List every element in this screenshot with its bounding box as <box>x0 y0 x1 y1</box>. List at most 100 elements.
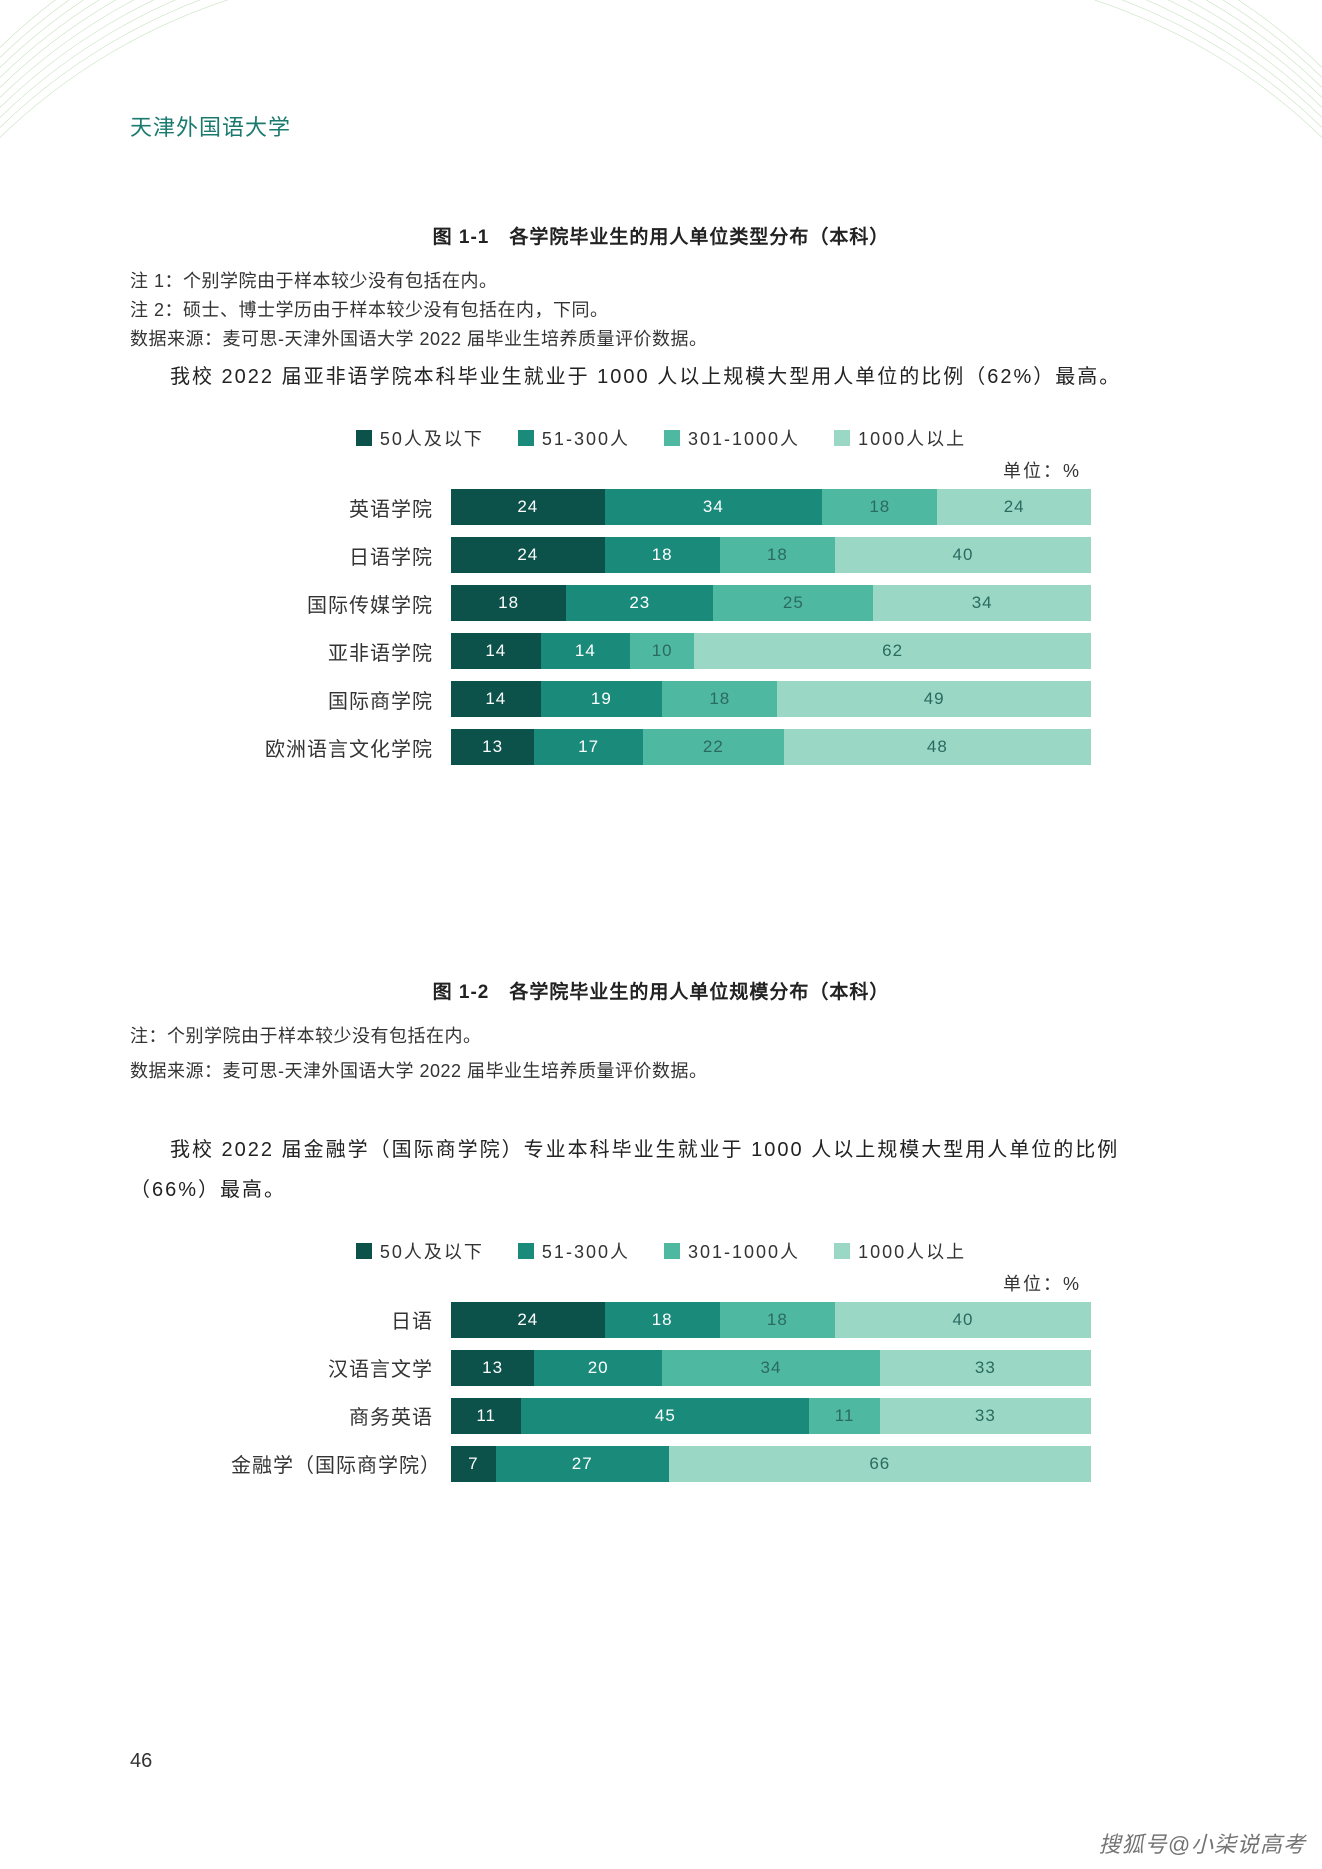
bar-segment: 18 <box>822 489 937 525</box>
bar-segment: 66 <box>669 1446 1091 1482</box>
bar-segment: 19 <box>541 681 663 717</box>
bar-category-label: 国际商学院 <box>231 685 451 714</box>
note-1-1-c: 数据来源：麦可思-天津外国语大学 2022 届毕业生培养质量评价数据。 <box>130 325 1192 354</box>
bar-row: 国际传媒学院18232534 <box>231 585 1091 621</box>
bar-category-label: 英语学院 <box>231 493 451 522</box>
bar-row: 英语学院24341824 <box>231 489 1091 525</box>
bar-track: 24181840 <box>451 1302 1091 1338</box>
bar-row: 金融学（国际商学院）72766 <box>231 1446 1091 1482</box>
bar-track: 24181840 <box>451 537 1091 573</box>
bar-row: 商务英语11451133 <box>231 1398 1091 1434</box>
legend-swatch <box>518 430 534 446</box>
legend-item: 1000人以上 <box>834 1238 966 1264</box>
note-1-2-b: 数据来源：麦可思-天津外国语大学 2022 届毕业生培养质量评价数据。 <box>130 1057 1192 1086</box>
bar-category-label: 金融学（国际商学院） <box>231 1449 451 1478</box>
bar-segment: 45 <box>521 1398 809 1434</box>
bar-segment: 14 <box>451 681 541 717</box>
bar-segment: 34 <box>873 585 1091 621</box>
bar-category-label: 欧洲语言文化学院 <box>231 733 451 762</box>
bar-segment: 25 <box>713 585 873 621</box>
bar-segment: 17 <box>534 729 643 765</box>
unit-label: 单位：% <box>231 1270 1091 1296</box>
legend-swatch <box>356 430 372 446</box>
bar-track: 14141062 <box>451 633 1091 669</box>
bar-segment: 14 <box>541 633 631 669</box>
document-page: 天津外国语大学 图 1-1 各学院毕业生的用人单位类型分布（本科） 注 1：个别… <box>0 0 1322 1869</box>
bar-segment: 22 <box>643 729 784 765</box>
legend-item: 51-300人 <box>518 425 630 451</box>
bar-segment: 7 <box>451 1446 496 1482</box>
bar-segment: 24 <box>451 1302 605 1338</box>
bar-segment: 49 <box>777 681 1091 717</box>
legend-label: 301-1000人 <box>688 1238 800 1264</box>
legend-label: 1000人以上 <box>858 1238 966 1264</box>
legend-swatch <box>834 1243 850 1259</box>
watermark: 搜狐号@小柒说高考 <box>1099 1827 1306 1859</box>
bar-segment: 18 <box>451 585 566 621</box>
bar-row: 日语24181840 <box>231 1302 1091 1338</box>
bar-segment: 18 <box>720 537 835 573</box>
legend-swatch <box>664 1243 680 1259</box>
note-1-1-b: 注 2：硕士、博士学历由于样本较少没有包括在内，下同。 <box>130 296 1192 325</box>
page-content: 图 1-1 各学院毕业生的用人单位类型分布（本科） 注 1：个别学院由于样本较少… <box>0 142 1322 1534</box>
legend-label: 51-300人 <box>542 425 630 451</box>
bar-segment: 27 <box>496 1446 669 1482</box>
bar-segment: 24 <box>451 489 605 525</box>
bar-segment: 14 <box>451 633 541 669</box>
bar-segment: 48 <box>784 729 1091 765</box>
note-1-1-a: 注 1：个别学院由于样本较少没有包括在内。 <box>130 267 1192 296</box>
body-paragraph-2: 我校 2022 届金融学（国际商学院）专业本科毕业生就业于 1000 人以上规模… <box>130 1130 1192 1210</box>
bar-segment: 13 <box>451 729 534 765</box>
bar-segment: 24 <box>451 537 605 573</box>
legend-item: 51-300人 <box>518 1238 630 1264</box>
bar-segment: 18 <box>605 537 720 573</box>
legend-item: 301-1000人 <box>664 1238 800 1264</box>
bar-segment: 11 <box>809 1398 879 1434</box>
chart-2: 50人及以下 51-300人 301-1000人 1000人以上单位：% 日语24 18 1… <box>231 1238 1091 1482</box>
legend-label: 50人及以下 <box>380 425 484 451</box>
bar-category-label: 国际传媒学院 <box>231 589 451 618</box>
bar-row: 汉语言文学13203433 <box>231 1350 1091 1386</box>
bar-track: 11451133 <box>451 1398 1091 1434</box>
body-paragraph-1: 我校 2022 届亚非语学院本科毕业生就业于 1000 人以上规模大型用人单位的… <box>130 357 1192 397</box>
bar-segment: 23 <box>566 585 713 621</box>
bar-row: 欧洲语言文化学院13172248 <box>231 729 1091 765</box>
bar-segment: 10 <box>630 633 694 669</box>
bar-segment: 34 <box>605 489 823 525</box>
legend-item: 50人及以下 <box>356 1238 484 1264</box>
bar-track: 24341824 <box>451 489 1091 525</box>
bar-segment: 40 <box>835 537 1091 573</box>
figure-1-2-title: 图 1-2 各学院毕业生的用人单位规模分布（本科） <box>130 977 1192 1004</box>
bar-segment: 13 <box>451 1350 534 1386</box>
bar-track: 18232534 <box>451 585 1091 621</box>
bar-segment: 62 <box>694 633 1091 669</box>
legend-swatch <box>834 430 850 446</box>
note-1-2-a: 注：个别学院由于样本较少没有包括在内。 <box>130 1022 1192 1051</box>
bar-segment: 20 <box>534 1350 662 1386</box>
chart-legend: 50人及以下51-300人301-1000人1000人以上 <box>231 425 1091 451</box>
bar-row: 亚非语学院14141062 <box>231 633 1091 669</box>
legend-item: 301-1000人 <box>664 425 800 451</box>
bar-track: 72766 <box>451 1446 1091 1482</box>
bar-segment: 33 <box>880 1398 1091 1434</box>
page-number: 46 <box>130 1750 152 1773</box>
legend-swatch <box>356 1243 372 1259</box>
bar-track: 13172248 <box>451 729 1091 765</box>
bar-segment: 18 <box>720 1302 835 1338</box>
legend-swatch <box>518 1243 534 1259</box>
bar-category-label: 商务英语 <box>231 1401 451 1430</box>
unit-label: 单位：% <box>231 457 1091 483</box>
chart-1: 50人及以下51-300人301-1000人1000人以上单位：%英语学院243… <box>231 425 1091 765</box>
legend-label: 50人及以下 <box>380 1238 484 1264</box>
legend-label: 301-1000人 <box>688 425 800 451</box>
bar-segment: 24 <box>937 489 1091 525</box>
bar-row: 日语学院24181840 <box>231 537 1091 573</box>
org-title: 天津外国语大学 <box>0 0 1322 142</box>
bar-category-label: 日语学院 <box>231 541 451 570</box>
legend-swatch <box>664 430 680 446</box>
bar-category-label: 日语 <box>231 1305 451 1334</box>
legend-item: 50人及以下 <box>356 425 484 451</box>
chart-legend: 50人及以下 51-300人 301-1000人 1000人以上 <box>231 1238 1091 1264</box>
bar-segment: 11 <box>451 1398 521 1434</box>
bar-segment: 33 <box>880 1350 1091 1386</box>
